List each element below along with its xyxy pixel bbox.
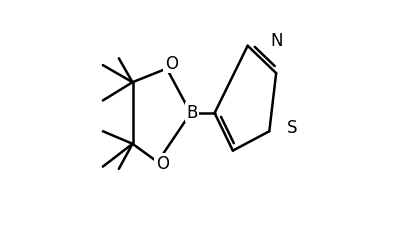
Text: B: B	[186, 104, 198, 121]
Text: O: O	[156, 155, 169, 172]
Text: S: S	[287, 118, 297, 136]
Text: N: N	[270, 32, 282, 50]
Text: O: O	[165, 55, 178, 72]
